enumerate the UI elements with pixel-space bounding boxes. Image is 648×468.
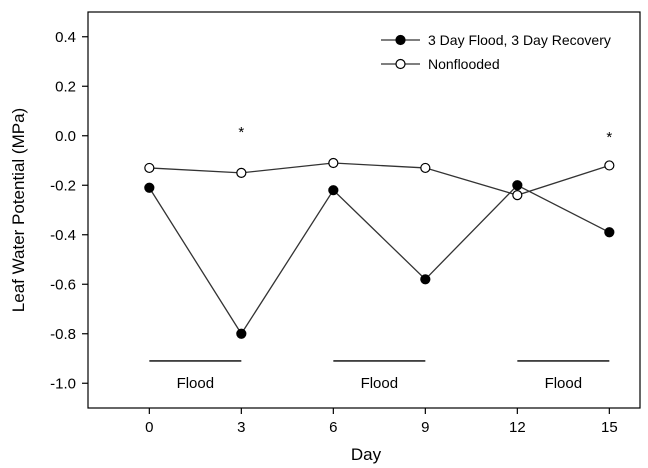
legend-marker bbox=[395, 58, 406, 70]
data-point-series-1 bbox=[512, 180, 523, 191]
legend: 3 Day Flood, 3 Day Recovery Nonflooded bbox=[381, 32, 611, 72]
data-point-series-2 bbox=[604, 160, 615, 171]
x-tick-label: 3 bbox=[237, 419, 245, 436]
y-axis-title: Leaf Water Potential (MPa) bbox=[9, 108, 28, 312]
y-axis: 0.4 0.2 0.0 -0.2 -0.4 -0.6 -0.8 -1.0 bbox=[50, 29, 88, 392]
x-tick-label: 15 bbox=[601, 419, 618, 436]
x-tick-label: 0 bbox=[145, 419, 153, 436]
plot-frame bbox=[87, 11, 641, 409]
series-line-2 bbox=[149, 162, 610, 196]
y-tick-label: 0.0 bbox=[55, 128, 76, 145]
legend-marker bbox=[395, 34, 406, 46]
flood-periods: Flood Flood Flood bbox=[149, 360, 610, 392]
data-point-series-1 bbox=[420, 274, 431, 285]
flood-label: Flood bbox=[545, 375, 583, 392]
series-layer bbox=[144, 157, 615, 339]
data-point-series-2 bbox=[144, 162, 155, 174]
significance-asterisk: * bbox=[606, 129, 612, 146]
plot-area bbox=[87, 11, 641, 409]
annotations: * * bbox=[238, 124, 612, 146]
x-axis-title: Day bbox=[351, 445, 382, 464]
legend-entry: Nonflooded bbox=[428, 56, 500, 72]
y-tick-label: -0.2 bbox=[50, 177, 76, 194]
y-tick-label: 0.2 bbox=[55, 78, 76, 95]
y-tick-label: -0.6 bbox=[50, 276, 76, 293]
flood-label: Flood bbox=[361, 375, 399, 392]
legend-entry: 3 Day Flood, 3 Day Recovery bbox=[428, 32, 611, 48]
data-point-series-1 bbox=[328, 185, 339, 196]
data-point-series-1 bbox=[604, 227, 615, 238]
data-point-series-2 bbox=[236, 167, 247, 178]
data-point-series-2 bbox=[328, 157, 339, 169]
y-tick-label: -0.4 bbox=[50, 227, 76, 244]
y-tick-label: -1.0 bbox=[50, 375, 76, 392]
x-tick-label: 12 bbox=[509, 419, 526, 436]
data-point-series-1 bbox=[236, 328, 247, 339]
y-tick-label: -0.8 bbox=[50, 326, 76, 343]
x-tick-label: 6 bbox=[329, 419, 337, 436]
y-tick-label: 0.4 bbox=[55, 29, 76, 46]
flood-label: Flood bbox=[177, 375, 215, 392]
data-point-series-2 bbox=[420, 162, 431, 174]
series-line-1 bbox=[148, 184, 610, 335]
x-tick-label: 9 bbox=[421, 419, 429, 436]
data-point-series-1 bbox=[144, 182, 155, 193]
significance-asterisk: * bbox=[238, 124, 244, 141]
x-axis: 0 3 6 9 12 15 bbox=[145, 408, 618, 436]
data-point-series-2 bbox=[512, 190, 523, 201]
